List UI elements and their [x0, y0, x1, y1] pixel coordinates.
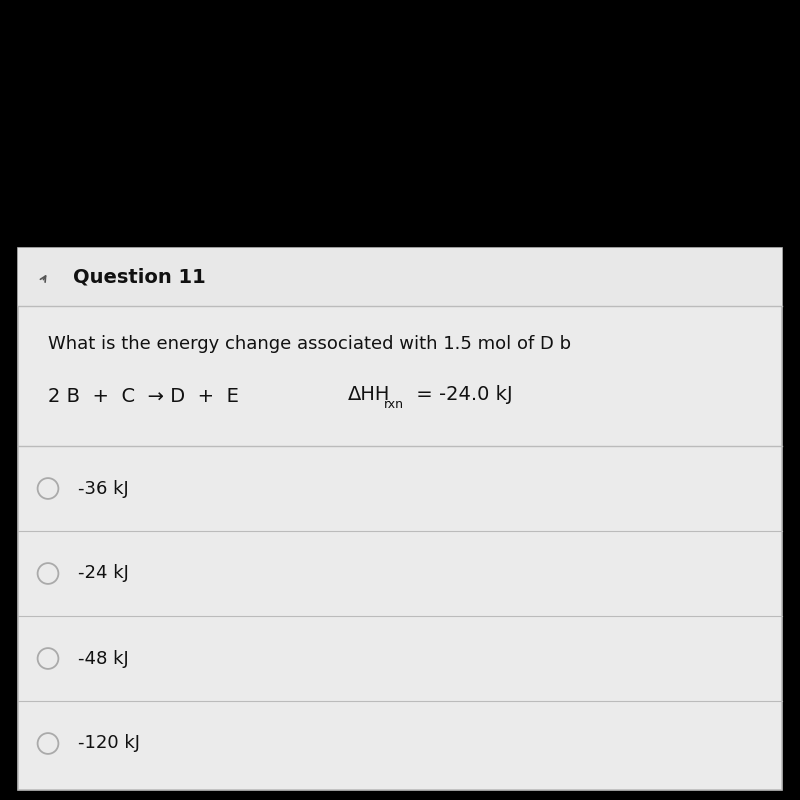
Text: -48 kJ: -48 kJ	[78, 650, 129, 667]
Text: = -24.0 kJ: = -24.0 kJ	[410, 385, 513, 403]
Text: rxn: rxn	[384, 398, 404, 410]
FancyBboxPatch shape	[18, 248, 782, 306]
Text: -120 kJ: -120 kJ	[78, 734, 140, 753]
FancyBboxPatch shape	[18, 248, 782, 790]
Text: What is the energy change associated with 1.5 mol of D b: What is the energy change associated wit…	[48, 335, 571, 353]
Text: -36 kJ: -36 kJ	[78, 479, 129, 498]
Text: 2 B  +  C  → D  +  E: 2 B + C → D + E	[48, 386, 239, 406]
Text: ΔHH: ΔHH	[348, 385, 390, 403]
Text: Question 11: Question 11	[73, 267, 206, 286]
Text: -24 kJ: -24 kJ	[78, 565, 129, 582]
